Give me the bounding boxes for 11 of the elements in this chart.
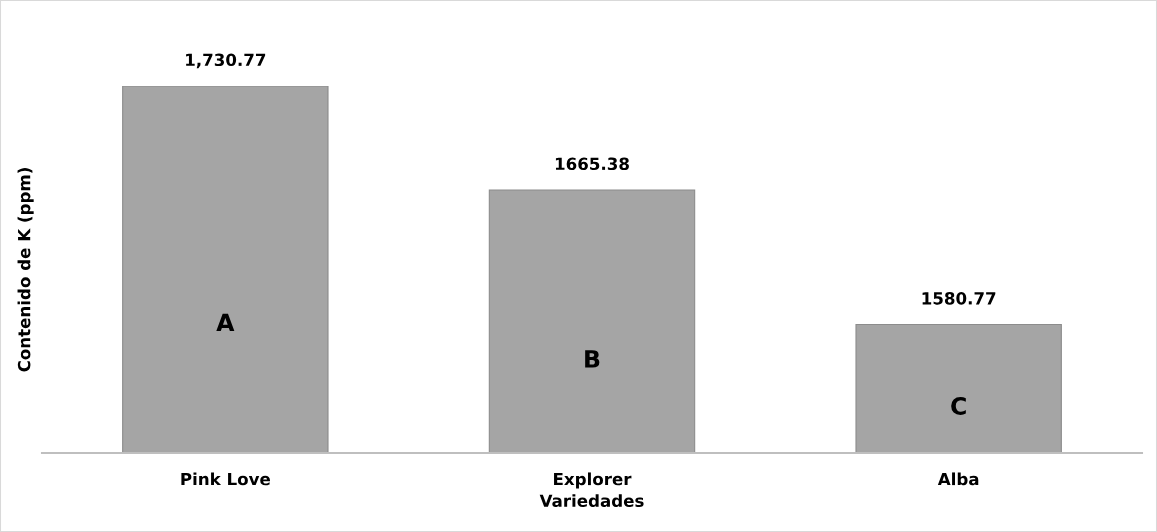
data-label: 1,730.77 [186, 53, 266, 69]
data-label: 1580.77 [922, 292, 996, 305]
annotation: C [951, 397, 966, 415]
y-axis-title: Contenido de K (ppm) [17, 168, 34, 372]
annotation: B [585, 350, 600, 368]
annotation: A [216, 313, 235, 332]
x-tick-label: Pink Love [181, 472, 270, 486]
x-axis-title: Variedades [539, 494, 644, 508]
data-label: 1665.38 [555, 157, 629, 171]
x-tick-label: Explorer [554, 472, 632, 489]
x-tick-label: Alba [937, 472, 979, 486]
